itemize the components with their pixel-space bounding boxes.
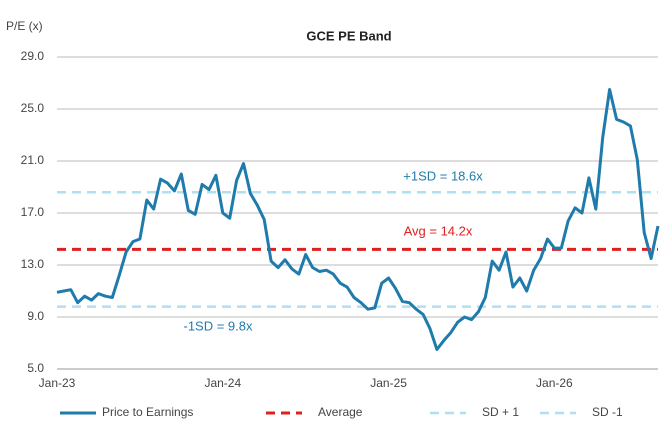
y-axis-label: P/E (x) — [6, 19, 43, 33]
y-tick-label: 17.0 — [21, 205, 45, 219]
legend-label: SD + 1 — [482, 405, 519, 419]
data-line — [56, 88, 660, 351]
y-tick-label: 5.0 — [27, 361, 44, 375]
y-tick-label: 9.0 — [27, 309, 44, 323]
x-tick-label: Jan-26 — [536, 376, 573, 390]
y-tick-label: 13.0 — [21, 257, 45, 271]
legend-label: Average — [318, 405, 363, 419]
y-tick-label: 29.0 — [21, 49, 45, 63]
y-tick-label: 21.0 — [21, 153, 45, 167]
reference-label: +1SD = 18.6x — [403, 168, 483, 183]
reference-label: Avg = 14.2x — [404, 223, 473, 238]
x-tick-label: Jan-24 — [204, 376, 241, 390]
x-tick-label: Jan-23 — [39, 376, 76, 390]
y-tick-label: 25.0 — [21, 101, 45, 115]
legend-label: SD -1 — [592, 405, 623, 419]
reference-label: -1SD = 9.8x — [183, 318, 253, 333]
x-tick-label: Jan-25 — [370, 376, 407, 390]
legend-label: Price to Earnings — [102, 405, 193, 419]
chart-title: GCE PE Band — [306, 28, 391, 43]
